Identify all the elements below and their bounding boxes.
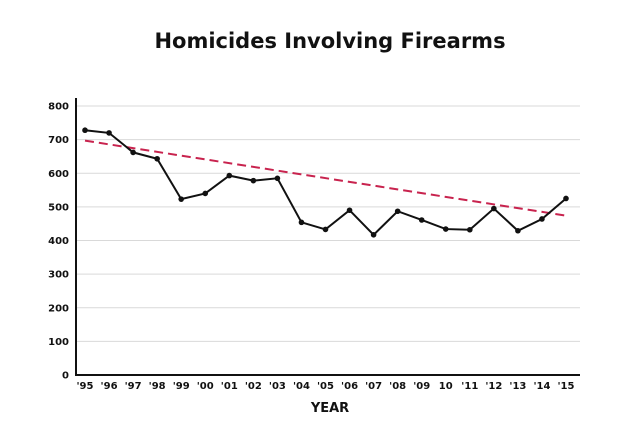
y-tick-label: 600: [48, 169, 69, 180]
gridlines: [76, 105, 580, 342]
x-tick-label: '07: [365, 381, 382, 392]
x-tick-label: '00: [197, 381, 214, 392]
y-tick-label: 300: [48, 270, 69, 281]
x-tick-label: '99: [173, 381, 190, 392]
y-axis-ticks: 0 100 200 300 400 500 600 700 800: [48, 102, 69, 382]
data-point: [274, 175, 281, 182]
x-tick-label: '12: [485, 381, 502, 392]
trendline: [84, 139, 567, 217]
x-axis-label: YEAR: [310, 401, 349, 416]
chart-title: Homicides Involving Firearms: [154, 29, 505, 53]
data-point: [154, 155, 160, 162]
data-point: [178, 196, 184, 202]
data-point: [394, 208, 401, 215]
data-point: [226, 172, 233, 179]
x-tick-label: '95: [77, 381, 94, 392]
x-tick-label: '13: [509, 381, 526, 392]
x-tick-label: '05: [317, 381, 334, 392]
x-tick-label: '96: [101, 381, 118, 392]
data-point: [563, 195, 569, 202]
data-point: [202, 190, 209, 197]
data-point: [467, 226, 473, 233]
y-tick-label: 400: [48, 236, 69, 247]
y-tick-label: 200: [48, 303, 69, 314]
x-tick-label: '01: [221, 381, 238, 392]
data-point: [442, 226, 449, 232]
series-line: [84, 129, 567, 237]
data-point: [298, 219, 305, 226]
x-tick-label: '98: [149, 381, 166, 392]
y-tick-label: 0: [62, 371, 69, 382]
x-tick-label: '06: [341, 381, 358, 392]
x-tick-label: '04: [293, 381, 310, 392]
x-tick-label: '14: [533, 381, 550, 392]
data-point: [130, 149, 136, 156]
data-point: [250, 177, 257, 184]
x-tick-label: '02: [245, 381, 262, 392]
x-tick-label: '03: [269, 381, 286, 392]
x-tick-label: '09: [413, 381, 430, 392]
data-point: [106, 130, 112, 136]
data-point: [515, 227, 521, 234]
x-tick-label: '11: [461, 381, 478, 392]
x-tick-label: 10: [439, 381, 453, 392]
trendline-layer: [84, 139, 567, 217]
y-tick-label: 700: [48, 135, 69, 146]
data-point: [346, 207, 353, 214]
data-point: [418, 217, 425, 223]
series-layer: [82, 127, 569, 238]
x-tick-label: '97: [125, 381, 142, 392]
y-tick-label: 800: [48, 102, 69, 113]
data-point: [322, 226, 329, 233]
data-point: [370, 231, 377, 238]
data-point: [491, 205, 497, 212]
x-tick-label: '15: [558, 381, 575, 392]
data-point: [539, 216, 545, 222]
data-point: [82, 127, 88, 134]
y-tick-label: 100: [48, 337, 69, 348]
x-tick-label: '08: [389, 381, 406, 392]
x-axis-ticks: '95 '96 '97 '98 '99 '00 '01 '02 '03 '04 '05 '06 '07 '…: [77, 381, 575, 392]
y-tick-label: 500: [48, 202, 69, 213]
